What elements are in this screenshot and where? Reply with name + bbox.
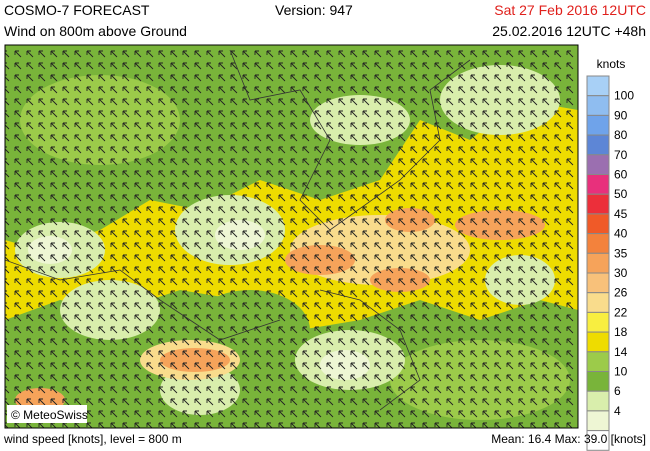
footer-left: wind speed [knots], level = 800 m bbox=[3, 432, 182, 446]
legend-box bbox=[586, 134, 610, 156]
legend-label: 40 bbox=[614, 227, 628, 241]
title: COSMO-7 FORECAST bbox=[4, 2, 150, 18]
legend: 100 90 80 70 60 50 45 40 35 30 26 22 18 14 10 6 4 bbox=[586, 75, 634, 451]
version: Version: 947 bbox=[275, 2, 353, 18]
legend-label: 90 bbox=[614, 108, 628, 122]
legend-title: knots bbox=[597, 57, 626, 71]
credit: © MeteoSwiss bbox=[11, 408, 88, 422]
legend-box bbox=[586, 430, 610, 451]
legend-label: 22 bbox=[614, 305, 628, 319]
legend-label: 30 bbox=[614, 266, 628, 280]
legend-label: 14 bbox=[614, 345, 628, 359]
legend-box bbox=[586, 95, 610, 116]
legend-box bbox=[586, 331, 610, 353]
map bbox=[5, 45, 578, 428]
legend-box bbox=[586, 311, 610, 333]
legend-box bbox=[586, 174, 610, 195]
legend-label: 45 bbox=[614, 207, 628, 221]
legend-label: 50 bbox=[614, 187, 628, 201]
legend-label: 35 bbox=[614, 246, 628, 260]
map-frame bbox=[4, 44, 579, 429]
legend-label: 60 bbox=[614, 168, 628, 182]
legend-box bbox=[586, 252, 610, 274]
legend-box bbox=[586, 292, 610, 313]
legend-label: 10 bbox=[614, 365, 628, 379]
legend-label: 70 bbox=[614, 148, 628, 162]
subtitle: Wind on 800m above Ground bbox=[4, 23, 187, 39]
legend-box bbox=[586, 154, 610, 176]
legend-box bbox=[586, 114, 610, 136]
legend-box bbox=[586, 272, 610, 294]
legend-label: 80 bbox=[614, 128, 628, 142]
run-time: 25.02.2016 12UTC +48h bbox=[492, 23, 646, 39]
legend-box bbox=[586, 233, 610, 254]
legend-box bbox=[586, 193, 610, 215]
legend-label: 18 bbox=[614, 325, 628, 339]
credit-box bbox=[7, 405, 87, 423]
footer-right: Mean: 16.4 Max: 39.0 [knots] bbox=[491, 432, 646, 446]
legend-box bbox=[586, 371, 610, 392]
legend-label: 26 bbox=[614, 286, 628, 300]
legend-label: 100 bbox=[614, 89, 634, 103]
legend-box bbox=[586, 390, 610, 412]
legend-box bbox=[586, 75, 610, 97]
legend-box bbox=[586, 351, 610, 372]
legend-box bbox=[586, 410, 610, 432]
legend-label: 4 bbox=[614, 404, 621, 418]
legend-box bbox=[586, 213, 610, 235]
legend-label: 6 bbox=[614, 384, 621, 398]
valid-time: Sat 27 Feb 2016 12UTC bbox=[494, 2, 646, 18]
